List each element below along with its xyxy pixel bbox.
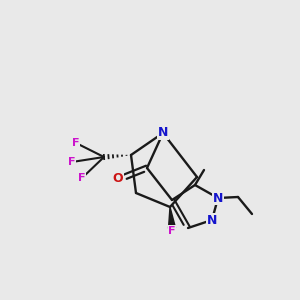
- Text: O: O: [113, 172, 123, 184]
- Text: N: N: [158, 127, 168, 140]
- Text: F: F: [168, 226, 176, 236]
- Polygon shape: [169, 207, 176, 228]
- Text: N: N: [213, 191, 223, 205]
- Text: F: F: [72, 138, 80, 148]
- Text: F: F: [68, 157, 76, 167]
- Text: N: N: [207, 214, 217, 226]
- Text: F: F: [78, 173, 86, 183]
